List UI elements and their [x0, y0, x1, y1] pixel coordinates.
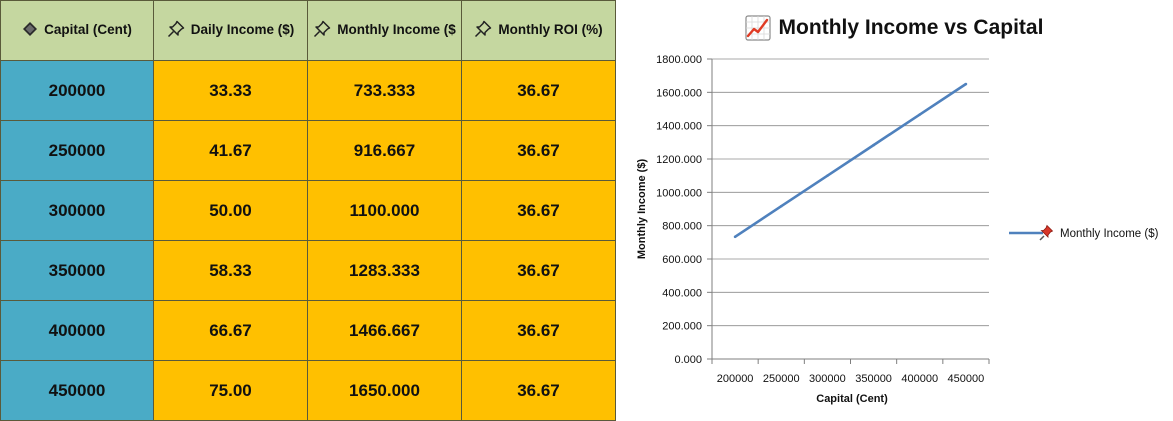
chart-area[interactable]: Monthly Income vs Capital 0.000 200.000 40…	[615, 0, 1173, 419]
data-point	[779, 204, 783, 208]
income-table: Capital (Cent) Daily Income ($)	[0, 0, 616, 421]
y-tick-label: 1600.000	[656, 87, 702, 99]
chart-title: Monthly Income vs Capital	[778, 16, 1044, 39]
table-row: 400000 66.67 1466.667 36.67	[0, 300, 616, 361]
daily-income-cell[interactable]: 58.33	[153, 240, 308, 301]
daily-income-cell[interactable]: 41.67	[153, 120, 308, 181]
table-row: 450000 75.00 1650.000 36.67	[0, 360, 616, 421]
y-axis-title: Monthly Income ($)	[636, 159, 648, 260]
y-tick-label: 1800.000	[656, 54, 702, 66]
capital-cell[interactable]: 350000	[0, 240, 154, 301]
header-monthly-income[interactable]: Monthly Income ($	[307, 0, 462, 61]
pushpin-icon	[167, 20, 184, 38]
monthly-income-cell[interactable]: 916.667	[307, 120, 462, 181]
header-daily-income[interactable]: Daily Income ($)	[153, 0, 308, 61]
monthly-roi-cell[interactable]: 36.67	[461, 180, 616, 241]
x-tick-label: 300000	[809, 373, 846, 385]
data-point	[964, 82, 968, 86]
monthly-income-cell[interactable]: 1283.333	[307, 240, 462, 301]
daily-income-cell[interactable]: 66.67	[153, 300, 308, 361]
y-tick-label: 800.000	[662, 221, 702, 233]
header-monthly-roi[interactable]: Monthly ROI (%)	[461, 0, 616, 61]
y-tick-label: 1000.000	[656, 187, 702, 199]
table-row: 300000 50.00 1100.000 36.67	[0, 180, 616, 241]
capital-cell[interactable]: 200000	[0, 60, 154, 121]
daily-income-cell[interactable]: 33.33	[153, 60, 308, 121]
legend-label: Monthly Income ($)	[1060, 228, 1159, 240]
data-point	[918, 113, 922, 116]
monthly-income-cell[interactable]: 1466.667	[307, 300, 462, 361]
series-line[interactable]	[734, 82, 967, 238]
x-tick-labels: 200000 250000 300000 350000 400000 450000	[717, 373, 985, 385]
legend[interactable]: Monthly Income ($)	[1009, 224, 1159, 241]
capital-cell[interactable]: 400000	[0, 300, 154, 361]
capital-cell[interactable]: 250000	[0, 120, 154, 181]
monthly-roi-cell[interactable]: 36.67	[461, 120, 616, 181]
x-tick-label: 200000	[717, 373, 754, 385]
x-tick-label: 350000	[855, 373, 892, 385]
monthly-income-cell[interactable]: 733.333	[307, 60, 462, 121]
axes	[711, 59, 990, 364]
x-tick-label: 400000	[901, 373, 938, 385]
y-tick-labels: 0.000 200.000 400.000 600.000 800.000 1000.00…	[656, 54, 702, 366]
data-point	[733, 235, 737, 239]
daily-income-cell[interactable]: 50.00	[153, 180, 308, 241]
table-row: 350000 58.33 1283.333 36.67	[0, 240, 616, 301]
y-tick-label: 0.000	[674, 354, 702, 366]
monthly-roi-cell[interactable]: 36.67	[461, 360, 616, 421]
daily-income-cell[interactable]: 75.00	[153, 360, 308, 421]
table-row: 200000 33.33 733.333 36.67	[0, 60, 616, 121]
data-point	[826, 174, 829, 177]
y-tick-label: 1200.000	[656, 154, 702, 166]
monthly-roi-cell[interactable]: 36.67	[461, 240, 616, 301]
x-axis-title: Capital (Cent)	[816, 393, 888, 405]
header-row: Capital (Cent) Daily Income ($)	[0, 0, 616, 61]
data-point	[872, 143, 875, 147]
y-tick-label: 1400.000	[656, 121, 702, 133]
capital-cell[interactable]: 300000	[0, 180, 154, 241]
monthly-roi-cell[interactable]: 36.67	[461, 60, 616, 121]
capital-cell[interactable]: 450000	[0, 360, 154, 421]
y-tick-label: 400.000	[662, 287, 702, 299]
header-monthly-roi-label: Monthly ROI (%)	[498, 21, 603, 37]
monthly-income-cell[interactable]: 1100.000	[307, 180, 462, 241]
header-capital[interactable]: Capital (Cent)	[0, 0, 154, 61]
header-capital-label: Capital (Cent)	[44, 21, 132, 37]
header-monthly-income-label: Monthly Income ($	[337, 21, 456, 37]
y-tick-label: 200.000	[662, 321, 702, 333]
x-tick-label: 450000	[948, 373, 985, 385]
pushpin-icon	[314, 20, 331, 38]
grid-lines	[707, 58, 989, 360]
pushpin-icon	[475, 20, 492, 38]
line-chart[interactable]: 0.000 200.000 400.000 600.000 800.000 1000.00…	[615, 0, 1173, 419]
series-lines	[733, 82, 968, 239]
x-tick-label: 250000	[763, 373, 800, 385]
pushpin-icon	[1039, 224, 1054, 241]
monthly-income-cell[interactable]: 1650.000	[307, 360, 462, 421]
monthly-roi-cell[interactable]: 36.67	[461, 300, 616, 361]
chart-title-block: Monthly Income vs Capital	[615, 12, 1173, 44]
table-row: 250000 41.67 916.667 36.67	[0, 120, 616, 181]
y-tick-label: 600.000	[662, 254, 702, 266]
header-daily-income-label: Daily Income ($)	[190, 21, 295, 37]
diamond-icon	[23, 22, 38, 36]
chart-increasing-icon	[744, 15, 771, 41]
